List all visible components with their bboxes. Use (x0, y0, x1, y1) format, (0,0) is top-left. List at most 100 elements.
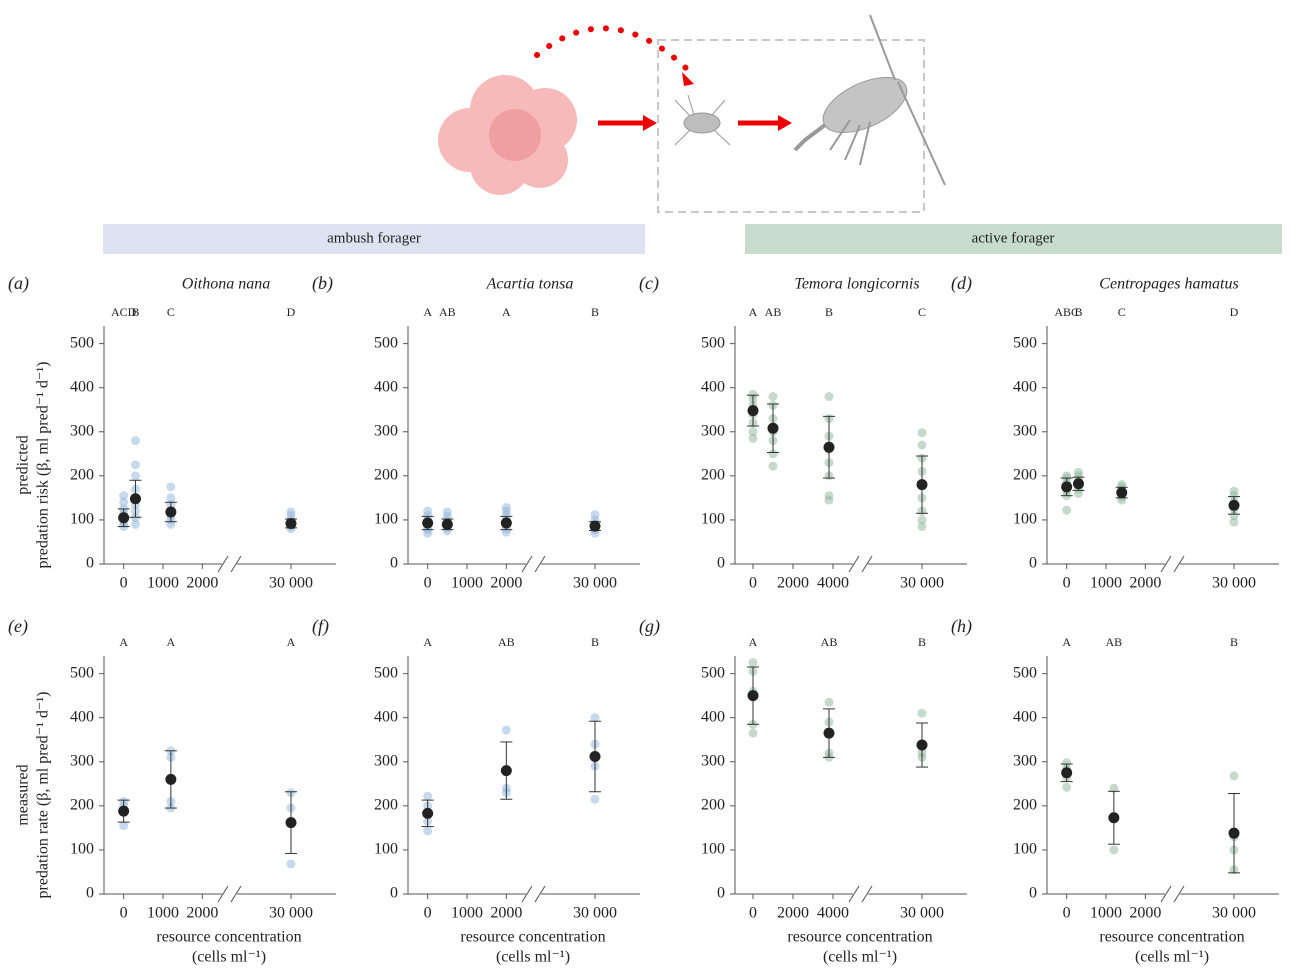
y-tick-label: 200 (1013, 467, 1037, 484)
y-tick-label: 300 (70, 752, 94, 769)
dashed-box (657, 39, 925, 213)
raw-point (130, 471, 140, 481)
significance-letter: A (423, 635, 432, 649)
y-tick-label: 400 (70, 708, 94, 725)
significance-letter: AB (765, 305, 782, 319)
raw-point (1109, 783, 1119, 793)
mean-point (1116, 487, 1128, 499)
raw-point (423, 791, 433, 801)
panel-label: (h) (951, 616, 972, 637)
mean-point (118, 805, 130, 817)
significance-letter: AB (439, 305, 456, 319)
panel-label: (d) (951, 273, 972, 294)
y-tick-label: 100 (70, 841, 94, 858)
raw-point (423, 826, 433, 836)
axis-break (861, 555, 873, 573)
raw-point (824, 697, 834, 707)
raw-point (1062, 758, 1072, 768)
raw-point (824, 392, 834, 402)
mean-point (441, 518, 453, 530)
axis-break (217, 885, 229, 903)
y-tick-label: 500 (374, 664, 398, 681)
raw-point (1062, 505, 1072, 515)
x-tick-label: 0 (424, 575, 432, 592)
x-tick-label: 0 (1063, 905, 1071, 922)
y-tick-label: 200 (374, 797, 398, 814)
significance-letter: B (1074, 305, 1082, 319)
significance-letter: B (591, 305, 599, 319)
y-tick-label: 100 (1013, 511, 1037, 528)
mean-point (422, 807, 434, 819)
significance-letter: B (918, 635, 926, 649)
x-tick-label: 30 000 (900, 575, 944, 592)
raw-point (590, 794, 600, 804)
y-tick-label: 400 (701, 378, 725, 395)
raw-point (130, 460, 140, 470)
axis-break (1173, 555, 1185, 573)
x-tick-label: 2000 (777, 905, 809, 922)
mean-point (1108, 812, 1120, 824)
nauplius (674, 94, 731, 146)
significance-letter: A (502, 305, 511, 319)
x-tick-label: 30 000 (900, 905, 944, 922)
raw-point (1229, 517, 1239, 527)
raw-point (119, 821, 129, 831)
raw-point (917, 515, 927, 525)
x-tick-label: 30 000 (573, 575, 617, 592)
y-tick-label: 100 (374, 841, 398, 858)
significance-letter: C (918, 305, 926, 319)
y-tick-label: 500 (1013, 664, 1037, 681)
axis-break (521, 885, 533, 903)
raw-point (748, 389, 758, 399)
axis-break (534, 885, 546, 903)
significance-letter: A (287, 635, 296, 649)
raw-point (824, 491, 834, 501)
y-tick-label: 0 (86, 555, 94, 572)
mean-point (916, 739, 928, 751)
raw-point (286, 507, 296, 517)
x-axis-label: resource concentration (787, 929, 932, 946)
y-tick-label: 300 (1013, 422, 1037, 439)
axis-break (861, 885, 873, 903)
axis-break (1160, 885, 1172, 903)
raw-point (748, 427, 758, 437)
y-tick-label: 400 (1013, 378, 1037, 395)
raw-point (748, 658, 758, 668)
x-tick-label: 2000 (1129, 905, 1161, 922)
y-tick-label: 300 (701, 422, 725, 439)
dotted-arc (534, 25, 691, 73)
axis-break (230, 885, 242, 903)
y-tick-label: 400 (374, 378, 398, 395)
y-tick-label: 0 (717, 885, 725, 902)
x-axis-label: (cells ml⁻¹) (496, 949, 570, 966)
significance-letter: B (591, 635, 599, 649)
mean-point (589, 520, 601, 532)
raw-point (748, 728, 758, 738)
y-tick-label: 500 (701, 334, 725, 351)
x-tick-label: 0 (749, 575, 757, 592)
y-tick-label: 100 (70, 511, 94, 528)
panel-label: (f) (312, 616, 329, 637)
axis-break (534, 555, 546, 573)
raw-point (130, 519, 140, 529)
raw-point (768, 461, 778, 471)
raw-point (1109, 845, 1119, 855)
resource-cloud (438, 75, 577, 195)
x-tick-label: 1000 (451, 905, 483, 922)
y-axis-label: predation rate (β, ml pred⁻¹ d⁻¹) (35, 692, 52, 899)
arrow-head (682, 72, 694, 86)
significance-letter: D (287, 305, 296, 319)
x-tick-label: 1000 (451, 575, 483, 592)
significance-letter: B (825, 305, 833, 319)
x-tick-label: 1000 (147, 575, 179, 592)
mean-point (747, 690, 759, 702)
y-tick-label: 200 (374, 467, 398, 484)
raw-point (1229, 511, 1239, 521)
x-tick-label: 1000 (1090, 905, 1122, 922)
panel-label: (b) (312, 273, 333, 294)
axis-break (230, 555, 242, 573)
raw-point (748, 433, 758, 443)
y-tick-label: 400 (1013, 708, 1037, 725)
y-tick-label: 200 (70, 797, 94, 814)
raw-point (166, 482, 176, 492)
